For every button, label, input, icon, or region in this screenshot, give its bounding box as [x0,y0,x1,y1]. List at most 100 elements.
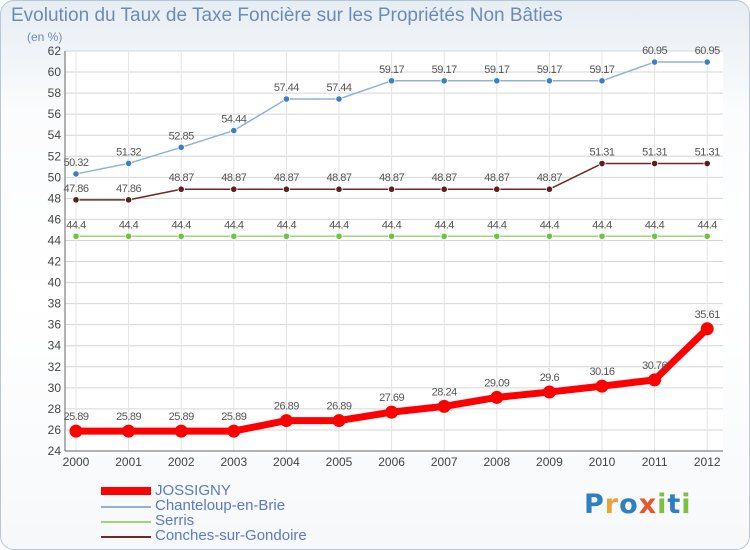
data-label: 59.17 [379,64,404,76]
data-point [703,232,711,240]
x-tick-label: 2000 [63,455,90,469]
y-tick-label: 56 [48,107,62,121]
data-point [174,424,188,438]
data-point [72,196,80,204]
data-label: 48.87 [169,172,194,184]
data-point [650,159,659,168]
y-tick-label: 32 [48,360,62,374]
data-label: 44.4 [66,219,86,231]
data-label: 48.87 [484,172,509,184]
data-point [545,185,554,193]
x-tick-label: 2012 [694,455,721,469]
y-tick-label: 40 [48,276,62,290]
data-point [545,77,554,85]
legend-swatch-chanteloup [101,506,151,508]
data-point [122,424,136,438]
data-point [335,185,343,193]
data-label: 44.4 [171,219,191,231]
data-label: 44.4 [119,219,139,231]
data-point [387,185,396,193]
legend-swatch-conches [101,536,151,538]
data-label: 59.17 [484,64,509,76]
data-label: 47.86 [116,183,141,195]
data-label: 25.89 [63,411,88,423]
data-label: 44.4 [434,219,454,231]
data-label: 44.4 [540,219,560,231]
data-point [177,143,185,151]
data-label: 44.4 [382,219,402,231]
data-point [282,185,290,193]
data-label: 48.87 [537,172,562,184]
data-label: 25.89 [169,411,194,423]
legend-label-conches: Conches-sur-Gondoire [155,527,307,544]
data-label: 48.87 [379,172,404,184]
y-tick-label: 50 [48,170,62,184]
x-tick-label: 2001 [115,455,142,469]
data-label: 27.69 [379,392,404,404]
data-label: 35.61 [695,309,720,321]
data-label: 57.44 [326,82,351,94]
legend-label-jossigny: JOSSIGNY [155,482,231,499]
data-label: 51.31 [642,147,667,159]
data-label: 29.09 [484,377,509,389]
data-label: 44.4 [487,219,507,231]
data-label: 51.32 [116,146,141,158]
y-tick-label: 46 [48,212,62,226]
data-point [332,414,346,428]
plot-area [65,51,723,451]
data-label: 29.6 [540,372,560,384]
data-point [177,185,185,193]
chart-subtitle: (en %) [27,30,63,44]
data-point [598,232,606,240]
data-label: 60.95 [642,45,667,57]
data-label: 54.44 [221,114,246,126]
data-point [490,390,504,404]
data-label: 51.31 [695,147,720,159]
x-tick-label: 2007 [431,455,458,469]
data-label: 57.44 [274,82,299,94]
data-point [335,95,343,103]
data-point [125,232,133,240]
data-point [650,58,659,66]
data-label: 50.32 [63,157,88,169]
y-tick-label: 54 [48,128,62,142]
y-tick-label: 48 [48,191,62,205]
y-tick-label: 38 [48,297,62,311]
data-label: 26.89 [274,401,299,413]
y-tick-label: 62 [48,44,62,58]
y-tick-label: 36 [48,318,62,332]
data-label: 44.4 [224,219,244,231]
data-point [440,77,448,85]
data-label: 48.87 [274,172,299,184]
y-tick-label: 24 [48,444,62,458]
y-tick-label: 30 [48,381,62,395]
data-point [703,159,711,168]
data-point [279,414,293,428]
data-point [598,159,606,168]
data-point [703,58,711,66]
data-label: 48.87 [221,172,246,184]
data-point [230,232,238,240]
data-point [542,385,556,399]
data-label: 26.89 [326,401,351,413]
legend-swatch-serris [101,521,151,523]
x-tick-label: 2005 [326,455,353,469]
data-label: 25.89 [116,411,141,423]
data-label: 30.16 [589,366,614,378]
data-point [72,232,80,240]
data-point [69,424,83,438]
data-point [125,159,133,168]
data-label: 25.89 [221,411,246,423]
data-label: 60.95 [695,45,720,57]
data-point [387,77,396,85]
data-point [493,232,501,240]
data-point [700,322,714,336]
data-label: 30.76 [642,360,667,372]
data-point [177,232,185,240]
data-point [648,373,662,387]
data-point [598,77,606,85]
data-point [437,399,451,413]
data-point [227,424,241,438]
data-point [230,185,238,193]
